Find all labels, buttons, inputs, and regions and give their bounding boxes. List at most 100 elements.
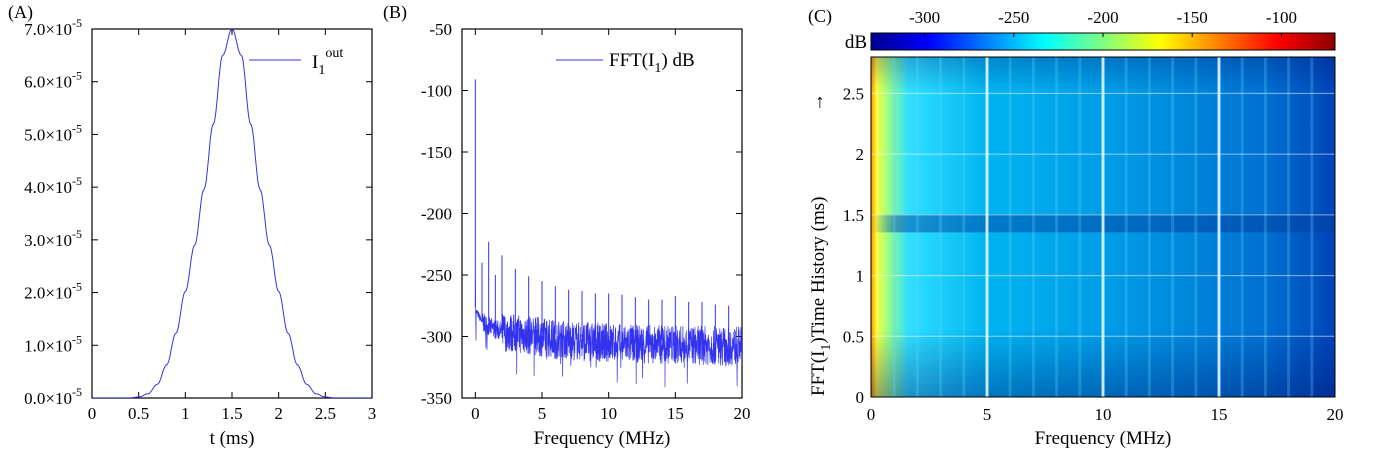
a-ytick-times: ×10 — [45, 389, 72, 408]
panel-c-xlabel: Frequency (MHz) — [1035, 428, 1172, 449]
heatmap-harmonic-column — [1194, 57, 1198, 397]
colorbar-tick-label: -100 — [1266, 8, 1297, 27]
a-ytick-mantissa: 4.0 — [24, 178, 45, 197]
b-ytick-label: -250 — [421, 266, 452, 285]
heatmap-harmonic-column — [962, 57, 966, 397]
a-xtick-label: 3 — [368, 404, 377, 423]
c-xtick-label: 0 — [867, 405, 876, 424]
a-ytick-exponent: -5 — [72, 174, 82, 188]
a-xtick-label: 0.5 — [128, 404, 149, 423]
panel-c-frame — [870, 56, 1336, 398]
a-ytick-label: 6.0×10-5 — [24, 69, 82, 92]
series-line-i1-out — [92, 29, 372, 398]
a-ytick-mantissa: 0.0 — [24, 389, 45, 408]
c-ytick-label: 0.5 — [843, 327, 864, 346]
heatmap-harmonic-column — [1031, 57, 1035, 397]
a-ytick-exponent: -5 — [72, 385, 82, 399]
legend-b-text: FFT(I1) dB — [609, 50, 695, 76]
heatmap-harmonic-column — [1055, 57, 1059, 397]
c-ytick-label: 1 — [856, 267, 865, 286]
a-ytick-exponent: -5 — [72, 121, 82, 135]
a-ytick-exponent: -5 — [72, 69, 82, 83]
a-ytick-mantissa: 2.0 — [24, 284, 45, 303]
a-ytick-label: 7.0×10-5 — [24, 16, 82, 39]
panel-b: (B) 0 5 10 15 20 -50 -100 -150 -200 -250 -300 -350… — [383, 2, 751, 449]
a-ytick-mantissa: 6.0 — [24, 73, 45, 92]
b-ytick-label: -200 — [421, 205, 452, 224]
panel-a-xlabel: t (ms) — [210, 428, 255, 449]
heatmap-harmonic-column — [915, 57, 919, 397]
a-ytick-label: 2.0×10-5 — [24, 280, 82, 303]
heatmap-harmonic-column — [1310, 57, 1314, 397]
a-ytick-times: ×10 — [45, 231, 72, 250]
panel-c-label: (C) — [808, 6, 832, 27]
b-ytick-label: -150 — [421, 143, 452, 162]
heatmap-harmonic-column — [1008, 57, 1012, 397]
b-ytick-label: -100 — [421, 82, 452, 101]
heatmap-harmonic-column — [1263, 57, 1267, 397]
a-xtick-label: 1.5 — [221, 404, 242, 423]
c-ytick-label: 0 — [856, 388, 865, 407]
panel-c-ylabel-arrow: → — [807, 93, 828, 112]
heatmap-harmonic-column — [1124, 57, 1128, 397]
panel-c-ylabel: FFT(I1)Time History (ms) — [808, 197, 834, 397]
c-ytick-label: 2 — [856, 145, 865, 164]
a-ytick-times: ×10 — [45, 336, 72, 355]
a-ytick-times: ×10 — [45, 20, 72, 39]
panel-a: (A) 0 0.5 1 1.5 2 2.5 3 0.0×10-51.0×10-52.0×10… — [8, 2, 376, 449]
b-xtick-label: 15 — [667, 404, 684, 423]
a-ytick-exponent: -5 — [72, 227, 82, 241]
c-xtick-label: 10 — [1095, 405, 1112, 424]
b-ytick-label: -350 — [421, 389, 452, 408]
heatmap-harmonic-column — [1147, 57, 1151, 397]
colorbar-tick-label: -150 — [1177, 8, 1208, 27]
a-xtick-label: 1 — [181, 404, 190, 423]
c-ytick-label: 2.5 — [843, 84, 864, 103]
panel-b-xlabel: Frequency (MHz) — [534, 428, 671, 449]
b-ytick-label: -300 — [421, 328, 452, 347]
heatmap-harmonic-column — [939, 57, 943, 397]
b-ytick-label: -50 — [429, 20, 452, 39]
spectrum-noise — [474, 281, 742, 388]
colorbar-tick-label: -300 — [909, 8, 940, 27]
heatmap-harmonic-column — [1240, 57, 1244, 397]
b-xtick-label: 10 — [600, 404, 617, 423]
a-ytick-times: ×10 — [45, 125, 72, 144]
colorbar-label: dB — [845, 32, 867, 53]
a-ytick-exponent: -5 — [72, 332, 82, 346]
b-xtick-label: 5 — [538, 404, 547, 423]
panel-a-frame — [91, 28, 373, 399]
a-ytick-mantissa: 1.0 — [24, 336, 45, 355]
panel-b-label: (B) — [383, 2, 407, 23]
a-ytick-times: ×10 — [45, 73, 72, 92]
c-xtick-label: 15 — [1211, 405, 1228, 424]
a-ytick-label: 5.0×10-5 — [24, 121, 82, 144]
a-ytick-exponent: -5 — [72, 16, 82, 30]
colorbar-tick-label: -200 — [1087, 8, 1118, 27]
a-xtick-label: 2 — [274, 404, 283, 423]
c-xtick-label: 20 — [1327, 405, 1344, 424]
colorbar-tick-label: -250 — [998, 8, 1029, 27]
a-xtick-label: 0 — [88, 404, 97, 423]
b-xtick-label: 20 — [734, 404, 751, 423]
heatmap-harmonic-column — [892, 57, 896, 397]
a-ytick-mantissa: 5.0 — [24, 125, 45, 144]
a-ytick-times: ×10 — [45, 284, 72, 303]
heatmap-harmonic-column — [1078, 57, 1082, 397]
a-ytick-times: ×10 — [45, 178, 72, 197]
panel-c: (C) dB -300 -250 -200 -150 -100 0 5 10 15 20 0 0.… — [807, 6, 1344, 449]
a-ytick-label: 4.0×10-5 — [24, 174, 82, 197]
heatmap — [871, 57, 1335, 397]
legend-b: FFT(I1) dB — [556, 50, 695, 76]
a-ytick-exponent: -5 — [72, 280, 82, 294]
c-ytick-label: 1.5 — [843, 206, 864, 225]
legend-a: I1out — [249, 46, 343, 78]
a-xtick-label: 2.5 — [315, 404, 336, 423]
a-ytick-mantissa: 7.0 — [24, 20, 45, 39]
legend-a-text: I1out — [312, 46, 343, 78]
b-xtick-label: 0 — [471, 404, 480, 423]
heatmap-harmonic-column — [1171, 57, 1175, 397]
a-ytick-label: 3.0×10-5 — [24, 227, 82, 250]
a-ytick-mantissa: 3.0 — [24, 231, 45, 250]
